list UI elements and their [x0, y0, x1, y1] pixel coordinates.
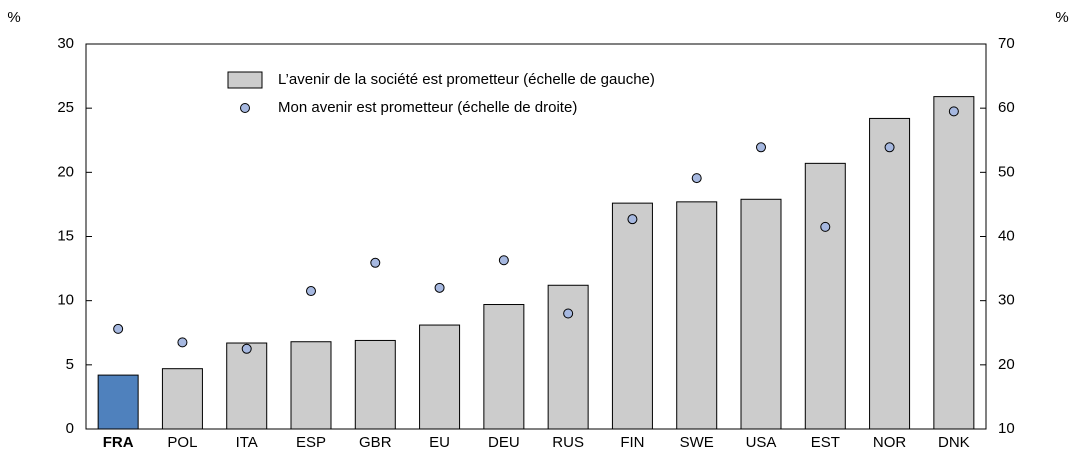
plot-frame — [85, 43, 987, 430]
bar — [804, 162, 846, 430]
x-tick-label: RUS — [552, 434, 584, 451]
y2-tick-label: 60 — [998, 99, 1015, 116]
x-tick-label: NOR — [873, 434, 907, 451]
x-tick-label: DNK — [938, 434, 970, 451]
y-tick-label: 10 — [57, 292, 74, 309]
dot — [306, 286, 316, 297]
bar — [933, 96, 975, 430]
y2-tick-label: 70 — [998, 35, 1015, 52]
dot — [820, 221, 831, 232]
dot — [563, 308, 574, 319]
y-axis-label: % — [7, 9, 20, 26]
legend-swatch — [227, 71, 263, 89]
y-tick-label: 20 — [57, 163, 74, 180]
x-tick-label: GBR — [359, 434, 392, 451]
x-tick-label: POL — [167, 434, 197, 451]
bar — [354, 339, 396, 430]
dot — [498, 255, 509, 266]
y2-tick-label: 50 — [998, 163, 1015, 180]
dot — [177, 337, 188, 348]
bar — [869, 117, 911, 430]
dot — [434, 282, 445, 293]
y-tick-label: 0 — [66, 420, 74, 437]
dot — [370, 257, 381, 268]
bar — [483, 304, 525, 430]
dot — [113, 323, 124, 334]
x-tick-label: DEU — [488, 434, 520, 451]
bar — [290, 341, 332, 430]
y-tick-label: 5 — [66, 356, 74, 373]
x-tick-label: EST — [811, 434, 840, 451]
dot — [884, 142, 895, 153]
x-tick-label: USA — [746, 434, 777, 451]
legend-label: L’avenir de la société est prometteur (é… — [278, 71, 655, 88]
x-tick-label: SWE — [680, 434, 714, 451]
y-tick-label: 15 — [57, 227, 74, 244]
dot — [948, 106, 959, 117]
y2-tick-label: 20 — [998, 356, 1015, 373]
bar — [611, 202, 653, 430]
bar — [419, 324, 461, 430]
legend-swatch — [240, 103, 250, 113]
x-tick-label: FIN — [620, 434, 644, 451]
x-tick-label: FRA — [103, 434, 134, 451]
x-tick-label: ESP — [296, 434, 326, 451]
y-tick-label: 30 — [57, 35, 74, 52]
x-tick-label: ITA — [236, 434, 258, 451]
bar — [676, 201, 718, 430]
bar — [226, 342, 268, 430]
bar — [740, 198, 782, 430]
dot — [627, 214, 638, 225]
y-tick-label: 25 — [57, 99, 74, 116]
legend-label: Mon avenir est prometteur (échelle de dr… — [278, 99, 577, 116]
y2-tick-label: 10 — [998, 420, 1015, 437]
dot — [756, 142, 766, 153]
bar — [547, 284, 589, 430]
y2-tick-label: 30 — [998, 292, 1015, 309]
dot — [691, 173, 702, 184]
x-tick-label: EU — [429, 434, 450, 451]
bar — [161, 368, 203, 430]
bar — [97, 374, 139, 430]
y2-axis-label: % — [1055, 9, 1068, 26]
y2-tick-label: 40 — [998, 227, 1015, 244]
dot — [241, 343, 252, 354]
